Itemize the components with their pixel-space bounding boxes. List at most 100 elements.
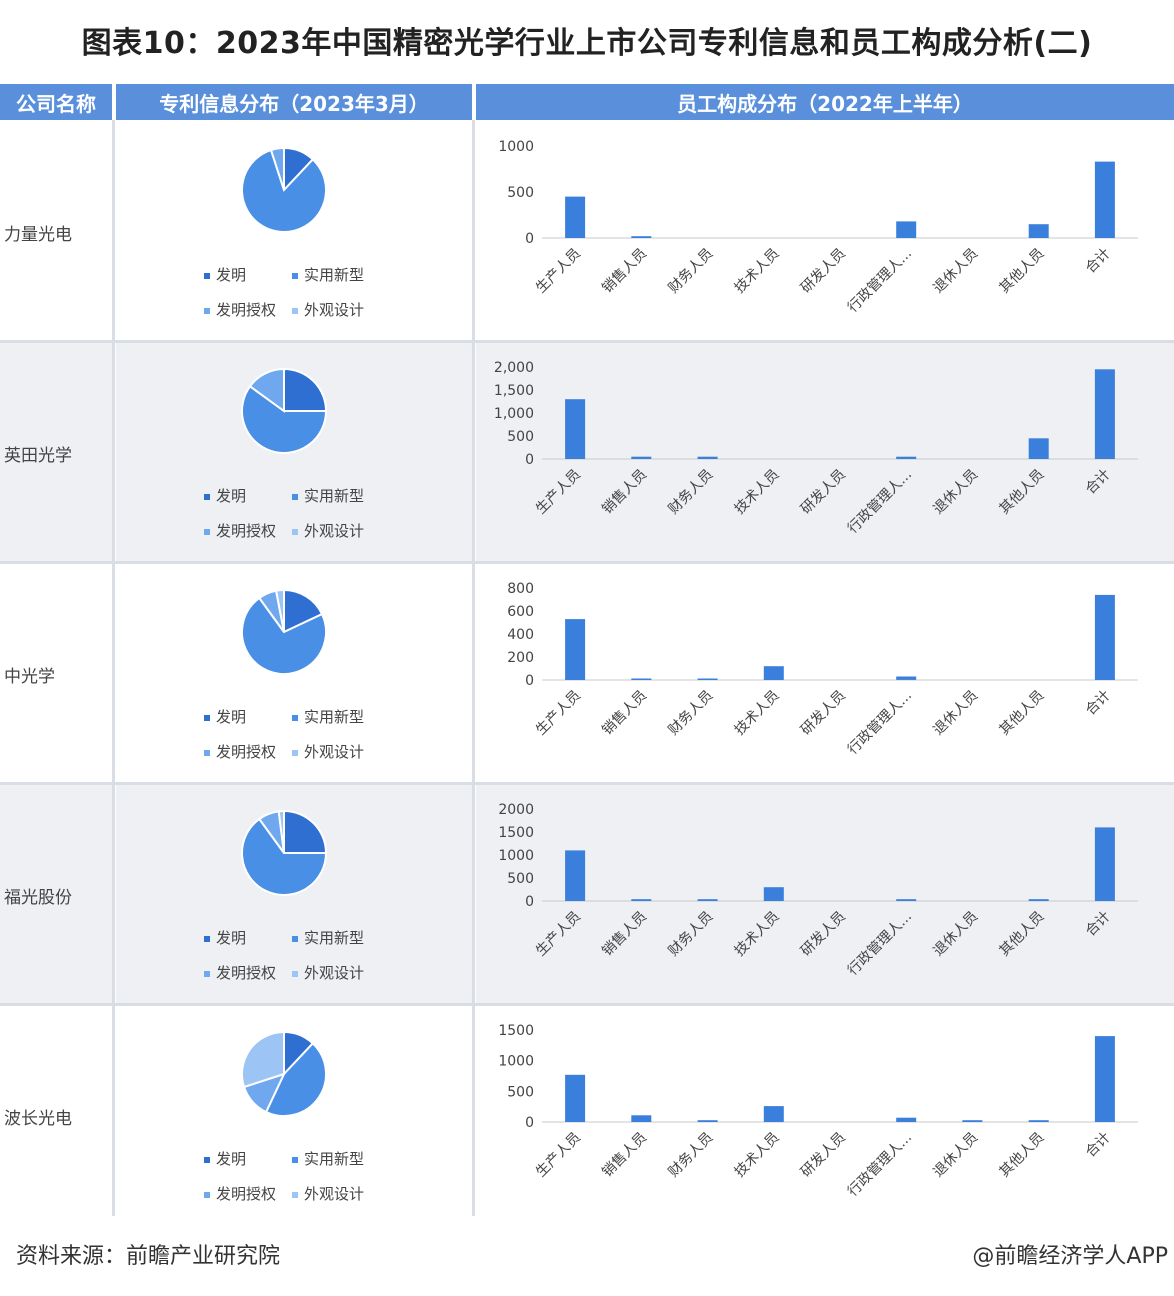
pie-chart [241,1030,327,1117]
table-row: 福光股份 发明 实用新型 发明授权 外观设计 2000 1500 1000 500 0 生产人员 销售… [0,785,1174,1003]
staff-cell: 2000 1500 1000 500 0 生产人员 销售人员 财务人员 技术人员 研发人员 行政管理… [476,785,1174,1003]
x-tick-label: 生产人员 [533,467,584,518]
x-tick-label: 生产人员 [533,246,584,297]
legend-item: 发明 [204,485,246,506]
legend-label: 发明授权 [216,522,277,540]
bar-1 [565,619,586,680]
legend-label: 发明授权 [216,301,277,319]
x-tick-label: 合计 [1083,688,1114,719]
y-tick-label: 1,000 [494,406,534,422]
x-tick-label: 合计 [1083,467,1114,498]
x-tick-label: 行政管理人... [845,467,915,537]
x-tick-label: 其他人员 [997,467,1048,518]
x-tick-label: 研发人员 [798,1130,849,1181]
legend-label: 实用新型 [304,266,365,284]
legend-item: 发明授权 [204,520,276,541]
bar-4 [763,666,784,680]
legend-swatch [204,1191,210,1198]
staff-cell: 1000 500 0 生产人员 销售人员 财务人员 技术人员 研发人员 行政管理人... 退休人员… [476,122,1174,340]
bar-3 [697,899,718,901]
legend-swatch [292,493,298,500]
pie-slice-1 [283,367,328,412]
x-tick-label: 研发人员 [798,467,849,518]
x-tick-label: 技术人员 [732,688,783,739]
row-divider [0,340,1174,343]
column-divider [472,120,475,1216]
x-tick-label: 合计 [1083,1130,1114,1161]
bar-3 [697,456,718,459]
bar-1 [565,399,586,459]
x-tick-label: 研发人员 [798,688,849,739]
header-company: 公司名称 [0,84,112,120]
bar-9 [1094,1036,1115,1122]
y-tick-label: 0 [525,673,534,689]
legend-swatch [204,749,210,756]
patent-cell: 发明 实用新型 发明授权 外观设计 [116,1006,472,1224]
pie-slice-4 [274,588,285,633]
x-tick-label: 合计 [1083,909,1114,940]
y-tick-label: 0 [525,231,534,247]
x-tick-label: 财务人员 [665,909,716,960]
legend-item: 实用新型 [292,706,364,727]
patent-cell: 发明 实用新型发明授权 外观设计 [116,343,472,561]
y-tick-label: 800 [507,581,534,597]
x-tick-label: 其他人员 [997,909,1048,960]
x-tick-label: 生产人员 [533,1130,584,1181]
pie-slice-2 [241,148,327,233]
bar-6 [896,221,917,238]
x-tick-label: 销售人员 [599,246,650,297]
pie-slice-4 [277,809,285,854]
staff-cell: 2,000 1,500 1,000 500 0 生产人员 销售人员 财务人员 技术人员 研发人员行… [476,343,1174,561]
legend-swatch [292,272,298,279]
legend-label: 实用新型 [304,487,365,505]
pie-slice-3 [248,367,285,413]
x-tick-label: 技术人员 [732,1130,783,1181]
bar-8 [1028,224,1049,238]
header-patent: 专利信息分布（2023年3月） [116,84,472,120]
x-tick-label: 技术人员 [732,467,783,518]
legend-label: 外观设计 [304,522,365,540]
x-tick-label: 技术人员 [732,909,783,960]
staff-cell: 800 600 400 200 0 生产人员 销售人员 财务人员 技术人员 研发人员 行政管理人..… [476,564,1174,782]
legend-label: 实用新型 [304,708,365,726]
brand-note: @前瞻经济学人APP [972,1244,1168,1269]
x-tick-label: 销售人员 [599,1130,650,1181]
pie-chart [241,588,327,675]
company-cell: 英田光学 [0,343,112,561]
patent-cell: 发明 实用新型发明授权 外观设计 [116,564,472,782]
pie-slice-3 [269,146,285,191]
bar-4 [763,1106,784,1122]
row-divider [0,561,1174,564]
table-row: 英田光学 发明 实用新型 发明授权 外观设计 2,000 1,500 1,000 500 0 生产人… [0,343,1174,561]
x-tick-label: 财务人员 [665,246,716,297]
bar-2 [631,456,652,459]
x-tick-label: 财务人员 [665,1130,716,1181]
legend-swatch [292,528,298,535]
bar-3 [697,678,718,680]
source-note: 资料来源：前瞻产业研究院 [16,1244,281,1269]
bar-8 [1028,438,1049,459]
pie-slice-4 [241,1030,285,1089]
bar-9 [1094,827,1115,901]
bar-4 [763,887,784,901]
legend-item: 发明授权 [204,741,276,762]
legend-item: 发明 [204,706,246,727]
y-tick-label: 1500 [498,1023,534,1039]
x-tick-label: 退休人员 [930,909,981,960]
y-tick-label: 500 [507,429,534,445]
company-cell: 力量光电 [0,122,112,340]
legend-label: 实用新型 [304,929,365,947]
legend-item: 实用新型 [292,264,364,285]
column-divider [112,120,115,1216]
legend-swatch [292,935,298,942]
legend-label: 发明授权 [216,964,277,982]
legend-item: 发明 [204,927,246,948]
legend-item: 外观设计 [292,1183,364,1204]
company-name: 波长光电 [4,1109,72,1129]
legend-label: 外观设计 [304,743,365,761]
x-tick-label: 销售人员 [599,909,650,960]
company-name: 福光股份 [4,888,72,908]
pie-slice-1 [283,809,328,854]
bar-1 [565,196,586,238]
